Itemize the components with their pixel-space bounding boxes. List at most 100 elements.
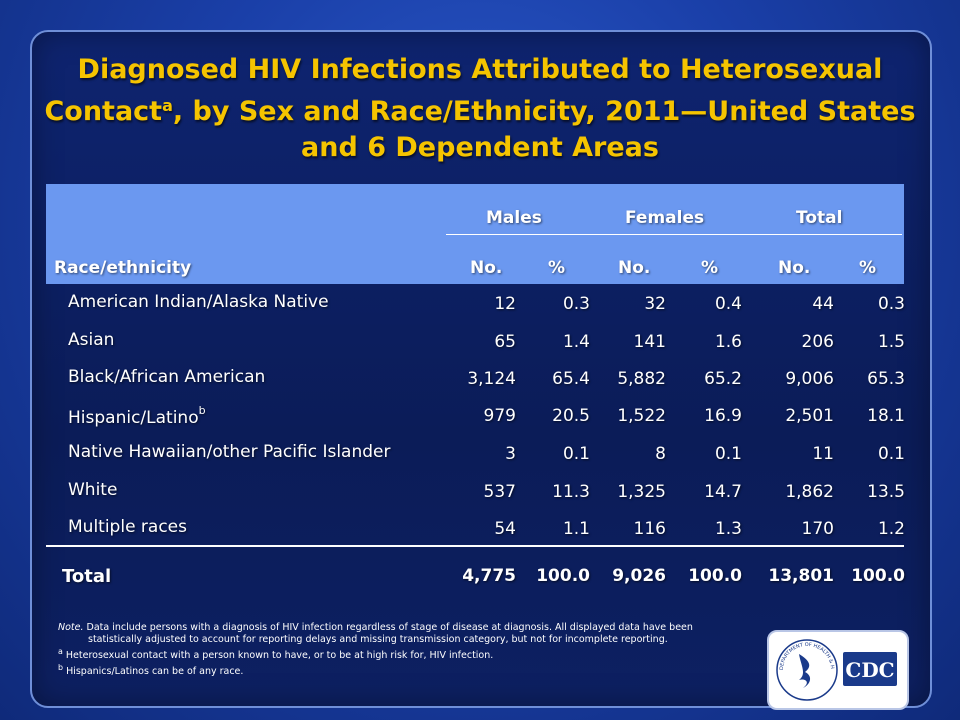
row-label-text: Native Hawaiian/other Pacific Islander xyxy=(68,442,391,462)
cell-total-no: 2,501 xyxy=(785,406,834,426)
cell-total-pct: 1.2 xyxy=(877,519,905,539)
cell-total-no: 206 xyxy=(801,332,834,352)
total-females-no: 9,026 xyxy=(612,566,666,586)
cell-total-no: 9,006 xyxy=(785,369,834,389)
row-label-text: Asian xyxy=(68,330,115,350)
cell-females-no: 32 xyxy=(644,294,666,314)
cell-males-pct: 0.3 xyxy=(562,294,590,314)
group-females: Females xyxy=(625,208,705,228)
group-males: Males xyxy=(486,208,542,228)
cell-males-no: 3 xyxy=(505,444,516,464)
cell-females-no: 1,325 xyxy=(617,482,666,502)
row-label-text: Black/African American xyxy=(68,367,266,387)
row-label: Native Hawaiian/other Pacific Islander xyxy=(68,442,391,462)
cell-males-no: 537 xyxy=(483,482,516,502)
row-label: White xyxy=(68,480,117,500)
cell-total-no: 170 xyxy=(801,519,834,539)
cell-females-pct: 0.4 xyxy=(714,294,742,314)
logo-graphic: DEPARTMENT OF HEALTH & HUMAN SERVICES US… xyxy=(767,628,897,701)
cdc-box-icon xyxy=(843,652,897,686)
row-label: Hispanic/Latinob xyxy=(68,404,206,428)
cell-females-no: 1,522 xyxy=(617,406,666,426)
hhs-cdc-logo: DEPARTMENT OF HEALTH & HUMAN SERVICES US… xyxy=(767,628,909,710)
footnote-a: a Heterosexual contact with a person kno… xyxy=(58,646,758,662)
cell-females-no: 116 xyxy=(633,519,666,539)
row-label: Multiple races xyxy=(68,517,187,537)
footnotes: Note. Data include persons with a diagno… xyxy=(58,622,758,678)
subcol-females-no: No. xyxy=(618,258,651,278)
note-label: Note. xyxy=(58,622,84,633)
row-label-text: American Indian/Alaska Native xyxy=(68,292,329,312)
cell-males-no: 54 xyxy=(494,519,516,539)
row-label-text: Multiple races xyxy=(68,517,187,537)
cell-females-pct: 1.3 xyxy=(714,519,742,539)
cell-total-pct: 1.5 xyxy=(877,332,905,352)
row-header-race: Race/ethnicity xyxy=(54,258,192,278)
total-label: Total xyxy=(62,566,112,587)
cell-males-no: 979 xyxy=(483,406,516,426)
total-males-no: 4,775 xyxy=(462,566,516,586)
footnote-b-mark: b xyxy=(58,663,64,673)
row-label-text: White xyxy=(68,480,118,500)
cell-females-no: 5,882 xyxy=(617,369,666,389)
cell-males-pct: 65.4 xyxy=(552,369,590,389)
row-label-text: Hispanic/Latino xyxy=(68,408,199,428)
slide-panel xyxy=(30,30,932,708)
cell-females-no: 141 xyxy=(633,332,666,352)
cdc-text: CDC xyxy=(845,658,894,682)
title-line-2-pre: Contact xyxy=(44,96,163,127)
cell-males-pct: 11.3 xyxy=(552,482,590,502)
cell-total-pct: 0.1 xyxy=(877,444,905,464)
footnote-a-mark: a xyxy=(58,647,63,656)
row-footnote-mark: b xyxy=(198,404,206,417)
footnote-b-text: Hispanics/Latinos can be of any race. xyxy=(66,666,244,678)
cell-males-no: 12 xyxy=(494,294,516,314)
title-line-2-post: , by Sex and Race/Ethnicity, 2011—United… xyxy=(172,96,916,127)
row-label: Black/African American xyxy=(68,367,265,387)
cell-females-pct: 0.1 xyxy=(714,444,742,464)
title-line-1: Diagnosed HIV Infections Attributed to H… xyxy=(77,54,883,85)
cell-males-pct: 1.1 xyxy=(562,519,590,539)
cell-total-no: 44 xyxy=(812,294,834,314)
footnote-a-text: Heterosexual contact with a person known… xyxy=(65,650,494,662)
seal-ring-icon xyxy=(776,639,838,701)
subcol-total-no: No. xyxy=(778,258,811,278)
note-line-1: Note. Data include persons with a diagno… xyxy=(58,622,758,634)
subcol-total-pct: % xyxy=(859,258,877,278)
slide-title: Diagnosed HIV Infections Attributed to H… xyxy=(40,52,920,166)
cell-total-pct: 0.3 xyxy=(877,294,905,314)
cell-females-pct: 1.6 xyxy=(714,332,742,352)
title-line-3: and 6 Dependent Areas xyxy=(301,132,659,163)
title-line-2: Contacta, by Sex and Race/Ethnicity, 201… xyxy=(40,88,920,130)
row-label: Asian xyxy=(68,330,114,350)
cell-females-pct: 14.7 xyxy=(704,482,742,502)
footnote-b: b Hispanics/Latinos can be of any race. xyxy=(58,662,758,678)
cell-total-pct: 18.1 xyxy=(867,406,905,426)
title-footnote-a: a xyxy=(162,96,173,115)
note-text-1: Data include persons with a diagnosis of… xyxy=(86,622,693,633)
eagle-icon xyxy=(799,654,811,688)
note-line-2: statistically adjusted to account for re… xyxy=(88,634,668,645)
group-total: Total xyxy=(796,208,843,228)
cell-males-pct: 0.1 xyxy=(562,444,590,464)
row-label: American Indian/Alaska Native xyxy=(68,292,329,312)
subcol-males-pct: % xyxy=(548,258,566,278)
total-total-no: 13,801 xyxy=(768,566,834,586)
subcol-males-no: No. xyxy=(470,258,503,278)
subcol-females-pct: % xyxy=(701,258,719,278)
cell-total-no: 11 xyxy=(812,444,834,464)
cell-males-pct: 1.4 xyxy=(562,332,590,352)
cell-males-pct: 20.5 xyxy=(552,406,590,426)
cell-total-pct: 65.3 xyxy=(867,369,905,389)
total-total-pct: 100.0 xyxy=(851,566,905,586)
cell-females-pct: 65.2 xyxy=(704,369,742,389)
total-males-pct: 100.0 xyxy=(536,566,590,586)
cell-males-no: 65 xyxy=(494,332,516,352)
cell-total-no: 1,862 xyxy=(785,482,834,502)
group-underline xyxy=(446,234,902,235)
cell-total-pct: 13.5 xyxy=(867,482,905,502)
total-divider xyxy=(46,545,904,547)
cell-females-pct: 16.9 xyxy=(704,406,742,426)
cell-males-no: 3,124 xyxy=(467,369,516,389)
total-females-pct: 100.0 xyxy=(688,566,742,586)
